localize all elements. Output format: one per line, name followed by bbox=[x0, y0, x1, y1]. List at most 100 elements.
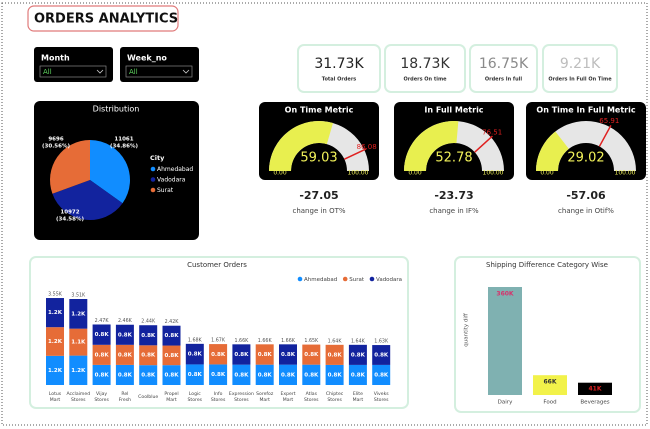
slicer-value: All bbox=[43, 68, 52, 76]
bar-segment bbox=[92, 364, 111, 385]
segment-label: 0.8K bbox=[351, 352, 366, 358]
total-label: 2.47K bbox=[95, 318, 110, 324]
bar-segment bbox=[348, 364, 367, 385]
legend-label: Ahmedabad bbox=[157, 166, 193, 173]
legend-swatch bbox=[369, 276, 375, 282]
gauge-fill bbox=[536, 131, 569, 171]
segment-label: 0.8K bbox=[95, 332, 110, 338]
segment-label: 0.8K bbox=[95, 352, 110, 358]
segment-label: 1.1K bbox=[71, 340, 86, 346]
kpi-label: Total Orders bbox=[322, 77, 357, 83]
gauge-target-label: 86.08 bbox=[357, 143, 377, 151]
title-box bbox=[27, 5, 179, 32]
legend-swatch bbox=[342, 276, 348, 282]
total-label: 2.42K bbox=[165, 319, 180, 325]
bar-segment bbox=[162, 325, 181, 346]
gauge-max: 100.00 bbox=[348, 170, 369, 177]
bar-segment bbox=[139, 325, 158, 346]
gauge-value: 29.02 bbox=[567, 151, 604, 166]
bar-segment bbox=[302, 344, 321, 365]
bar bbox=[578, 382, 612, 395]
bar-segment bbox=[46, 355, 64, 385]
chart-title: Distribution bbox=[93, 105, 140, 114]
gauge-track bbox=[536, 121, 636, 171]
segment-label: 0.8K bbox=[234, 372, 249, 378]
segment-label: 0.8K bbox=[188, 352, 203, 358]
pie-label: 9696 (30.56%) bbox=[42, 136, 70, 149]
legend-label: Surat bbox=[157, 187, 174, 194]
kpi-value: 18.73K bbox=[400, 56, 450, 72]
bar-segment bbox=[162, 345, 181, 366]
kpi-label: Orders On time bbox=[403, 77, 447, 83]
slicer-dropdown[interactable] bbox=[125, 65, 193, 78]
x-tick-label: Lotus Mart bbox=[49, 391, 62, 403]
segment-label: 0.8K bbox=[281, 372, 296, 378]
pie-label: 11061 (34.86%) bbox=[110, 136, 138, 149]
total-label: 3.55K bbox=[48, 292, 63, 298]
segment-label: 0.8K bbox=[118, 372, 133, 378]
x-tick-label: Chiptec Stores bbox=[326, 391, 344, 403]
gauge-min: 0.00 bbox=[540, 170, 554, 177]
change-label: change in IF% bbox=[429, 207, 479, 215]
total-label: 2.44K bbox=[141, 319, 156, 325]
bar-segment bbox=[209, 364, 228, 385]
segment-label: 0.8K bbox=[164, 373, 179, 379]
x-tick-label: Food bbox=[543, 400, 556, 406]
value-label: 66K bbox=[544, 379, 557, 386]
gauge-fill bbox=[404, 121, 459, 171]
total-label: 1.64K bbox=[328, 338, 343, 344]
bar-segment bbox=[209, 344, 228, 365]
bar-segment bbox=[69, 299, 88, 329]
change-value: -27.05 bbox=[299, 189, 338, 202]
bar-segment bbox=[69, 328, 88, 356]
x-tick-label: Rel Fresh bbox=[119, 391, 131, 403]
total-label: 1.68K bbox=[188, 337, 203, 343]
gauge-min: 0.00 bbox=[273, 170, 287, 177]
legend-label: Surat bbox=[349, 277, 365, 283]
bar-segment bbox=[162, 365, 181, 385]
x-tick-label: Propel Mart bbox=[164, 391, 178, 403]
chart-title: Shipping Difference Category Wise bbox=[486, 261, 608, 269]
gauge-title: In Full Metric bbox=[424, 106, 483, 115]
bar-segment bbox=[139, 345, 158, 366]
slicer-label: Week_no bbox=[127, 54, 167, 63]
gauge-fill bbox=[269, 121, 333, 171]
x-tick-label: Viveks Stores bbox=[374, 391, 390, 403]
total-label: 1.67K bbox=[211, 338, 226, 344]
segment-label: 1.2K bbox=[71, 368, 86, 374]
total-label: 1.64K bbox=[351, 338, 366, 344]
dropdown-arrow bbox=[182, 69, 190, 74]
segment-label: 0.8K bbox=[281, 352, 296, 358]
gauge-max: 100.00 bbox=[615, 170, 636, 177]
change-value: -23.73 bbox=[434, 189, 473, 202]
segment-label: 0.8K bbox=[234, 352, 249, 358]
slicer-dropdown[interactable] bbox=[39, 65, 107, 78]
x-tick-label: Logic Stores bbox=[188, 391, 203, 403]
slicer-value: All bbox=[129, 68, 138, 76]
dropdown-arrow bbox=[96, 69, 104, 74]
bar-segment bbox=[139, 365, 158, 385]
y-axis-label: quantity diff bbox=[464, 313, 470, 347]
bar-segment bbox=[255, 364, 274, 385]
bar-segment bbox=[279, 364, 297, 385]
gauge-value: 59.03 bbox=[300, 151, 337, 166]
bar-segment bbox=[255, 344, 274, 365]
segment-label: 0.8K bbox=[141, 333, 156, 339]
legend-label: Vadodara bbox=[376, 277, 402, 283]
x-tick-label: Expert Mart bbox=[280, 391, 295, 403]
legend-swatch bbox=[297, 276, 303, 282]
x-tick-label: Coolblue bbox=[138, 394, 158, 400]
x-tick-label: Info Stores bbox=[211, 391, 226, 403]
bar-segment bbox=[92, 324, 111, 345]
pie-slice bbox=[52, 180, 123, 221]
segment-label: 1.2K bbox=[48, 368, 63, 374]
legend-title: City bbox=[150, 154, 165, 162]
x-tick-label: Acclaimed Stores bbox=[66, 391, 90, 403]
pie-slice bbox=[90, 140, 130, 204]
segment-label: 0.8K bbox=[211, 372, 226, 378]
gauge-value: 52.78 bbox=[435, 151, 472, 166]
x-tick-label: Expression Stores bbox=[229, 391, 254, 403]
segment-label: 0.8K bbox=[351, 372, 366, 378]
bar-segment bbox=[372, 345, 391, 365]
